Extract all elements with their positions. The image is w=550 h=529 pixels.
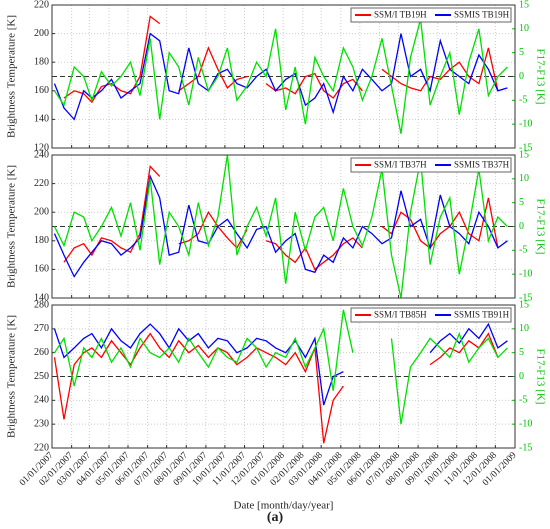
legend-label: SSM/I TB19H	[374, 10, 427, 20]
y-tick-label: 160	[34, 264, 49, 275]
legend-label: SSMIS TB19H	[454, 10, 510, 20]
plot-frame	[51, 154, 516, 299]
y2-tick-label: 10	[519, 173, 529, 184]
y2-tick-label: 0	[519, 71, 524, 82]
y-tick-label: 230	[34, 418, 49, 429]
y2-tick-label: -5	[519, 95, 527, 106]
y-tick-label: 200	[34, 28, 49, 39]
y-tick-label: 220	[34, 442, 49, 453]
y-axis-label: Brightness Temperature [K]	[6, 315, 18, 438]
y-tick-label: 270	[34, 323, 49, 334]
y2-axis-label: F17-F13 [K]	[534, 349, 546, 405]
legend-label: SSMIS TB37H	[454, 160, 510, 170]
series-line	[53, 322, 508, 406]
series-line	[63, 164, 499, 271]
y2-tick-label: -15	[519, 142, 532, 153]
y2-tick-label: 10	[519, 323, 529, 334]
y2-tick-label: 0	[519, 371, 524, 382]
legend-label: SSM/I TB85H	[374, 310, 427, 320]
y2-tick-label: -15	[519, 292, 532, 303]
y-tick-label: 120	[34, 142, 49, 153]
series-line	[63, 15, 499, 104]
y-tick-label: 280	[34, 299, 49, 310]
series-line	[53, 309, 508, 425]
y2-tick-label: -5	[519, 245, 527, 256]
y-tick-label: 140	[34, 114, 49, 125]
y2-tick-label: 5	[519, 197, 524, 208]
series-line	[53, 32, 508, 121]
y-tick-label: 250	[34, 371, 49, 382]
y-tick-label: 140	[34, 292, 49, 303]
caption: (a)	[267, 510, 284, 525]
y2-tick-label: -10	[519, 418, 532, 429]
y2-axis-label: F17-F13 [K]	[534, 199, 546, 255]
series-line	[53, 174, 508, 278]
legend-box	[350, 7, 512, 23]
y2-tick-label: 0	[519, 221, 524, 232]
legend-box	[350, 157, 512, 173]
y2-tick-label: 15	[519, 0, 529, 10]
y-tick-label: 220	[34, 0, 49, 10]
y2-tick-label: -5	[519, 395, 527, 406]
y2-tick-label: -15	[519, 442, 532, 453]
y2-axis-label: F17-F13 [K]	[534, 49, 546, 105]
y-axis-label: Brightness Temperature [K]	[6, 15, 18, 138]
y2-tick-label: 5	[519, 47, 524, 58]
y-tick-label: 180	[34, 56, 49, 67]
legend-label: SSM/I TB37H	[374, 160, 427, 170]
y-tick-label: 180	[34, 235, 49, 246]
y2-tick-label: 5	[519, 347, 524, 358]
series-line	[53, 19, 508, 134]
y2-tick-label: -10	[519, 268, 532, 279]
y2-tick-label: 15	[519, 299, 529, 310]
legend-box	[350, 307, 512, 323]
y-tick-label: 160	[34, 85, 49, 96]
series-line	[53, 154, 508, 299]
y-tick-label: 240	[34, 395, 49, 406]
plot-frame	[51, 4, 516, 149]
y-tick-label: 200	[34, 206, 49, 217]
y-tick-label: 220	[34, 178, 49, 189]
plot-frame	[51, 304, 516, 449]
y-tick-label: 260	[34, 347, 49, 358]
y-axis-label: Brightness Temperature [K]	[6, 165, 18, 288]
y2-tick-label: 15	[519, 149, 529, 160]
x-axis-label: Date [month/day/year]	[234, 500, 334, 512]
y2-tick-label: 10	[519, 23, 529, 34]
y-tick-label: 240	[34, 149, 49, 160]
y2-tick-label: -10	[519, 118, 532, 129]
legend-label: SSMIS TB91H	[454, 310, 510, 320]
